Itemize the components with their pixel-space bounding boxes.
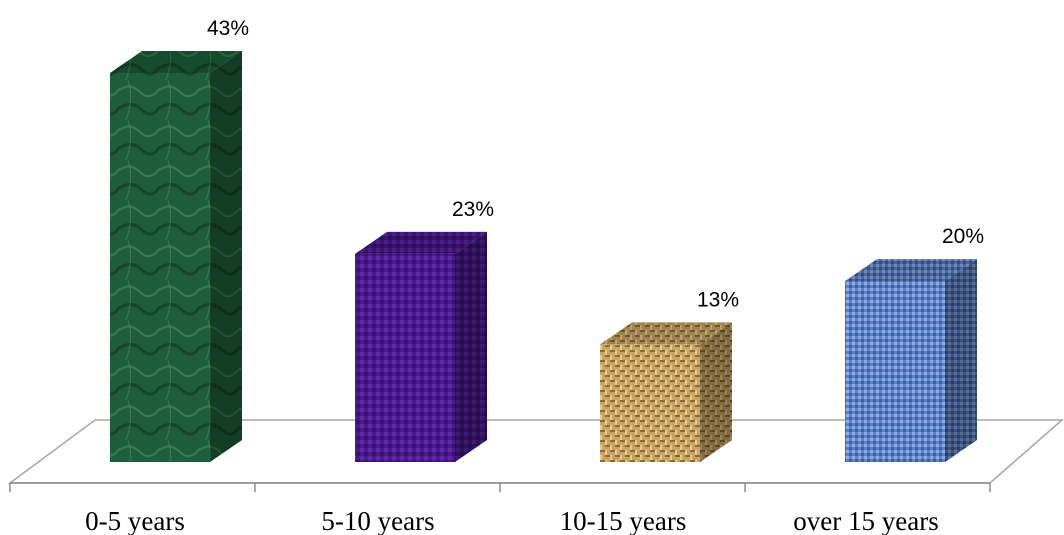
bar-4 [845, 259, 977, 462]
value-label: 13% [697, 288, 739, 311]
x-axis-ticks [9, 483, 991, 492]
category-label: 0-5 years [85, 506, 185, 535]
value-label: 23% [452, 198, 494, 221]
bar-side [210, 51, 242, 462]
bar-top [845, 259, 977, 282]
bar-top [600, 322, 732, 345]
bar-front [110, 73, 210, 462]
bar-1 [110, 51, 242, 462]
bar-3 [600, 322, 732, 462]
value-label: 20% [942, 225, 984, 248]
bar-side-shade [455, 231, 487, 462]
bar-side-shade [700, 322, 732, 462]
bars [110, 51, 977, 462]
category-label: over 15 years [793, 506, 938, 535]
labels: 43% 0-5 years 23% 5-10 years 13% 10-15 years 2… [85, 17, 984, 535]
bar-side [455, 231, 487, 462]
bar-top [110, 51, 242, 73]
bar-2 [355, 231, 487, 462]
bar-side-shade [210, 51, 242, 462]
bar-side [945, 259, 977, 462]
category-label: 10-15 years [560, 506, 687, 535]
category-label: 5-10 years [321, 506, 434, 535]
bar-top [355, 231, 487, 254]
bar-side [700, 322, 732, 462]
bar-top-shade [110, 51, 242, 73]
bar-top-shade [845, 259, 977, 282]
bar-front [600, 344, 700, 462]
bar-top-shade [600, 322, 732, 345]
bar-top-shade [355, 231, 487, 254]
bar-front [845, 281, 945, 462]
bar-front [355, 253, 455, 462]
bar-side-shade [945, 259, 977, 462]
value-label: 43% [207, 17, 249, 40]
